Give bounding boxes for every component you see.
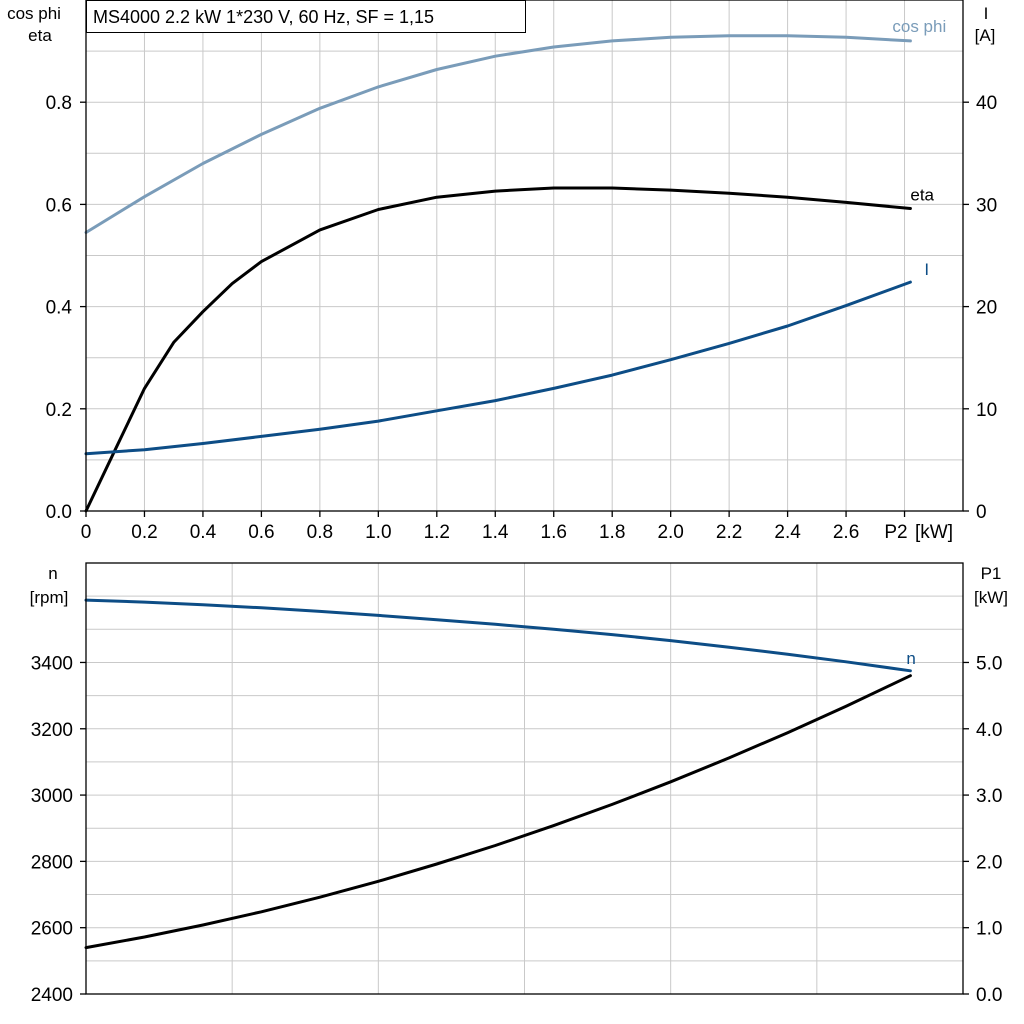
bottom-left-axis-label-line-2: [rpm]	[30, 588, 69, 607]
bottom-chart-ticks: 2400 2600 2800 3000 3200 3400 0.0 1.0 2.0 3.0 4.0 5…	[31, 653, 1003, 1006]
left-y-tick-label: 2600	[31, 919, 73, 940]
right-y-tick-label: 2.0	[976, 852, 1002, 873]
left-y-tick-label: 3200	[31, 720, 73, 741]
x-tick-label: 2.0	[657, 522, 683, 543]
right-y-tick-label: 30	[976, 195, 997, 216]
top-right-axis-label-line-2: [A]	[975, 26, 996, 45]
x-tick-label: 0	[81, 522, 92, 543]
x-tick-label: 0.2	[131, 522, 157, 543]
chart-title: MS4000 2.2 kW 1*230 V, 60 Hz, SF = 1,15	[93, 7, 434, 27]
top-left-axis-label: cos phi eta	[7, 4, 61, 45]
curve-i	[84, 280, 912, 456]
top-chart-frame	[85, 0, 964, 512]
right-y-tick-label: 1.0	[976, 919, 1002, 940]
x-tick-label: 0.8	[307, 522, 333, 543]
x-tick-label: 0.6	[248, 522, 274, 543]
x-tick-label: 2.6	[833, 522, 859, 543]
bottom-chart-curves: n	[84, 598, 916, 950]
curve-p1	[84, 674, 912, 950]
right-y-tick-label: 0	[976, 502, 987, 523]
left-y-tick-label: 0.6	[46, 195, 72, 216]
left-y-tick-label: 3400	[31, 653, 73, 674]
x-tick-label: 1.0	[365, 522, 391, 543]
x-tick-label: 2.4	[774, 522, 801, 543]
right-y-tick-label: 5.0	[976, 653, 1002, 674]
top-left-axis-label-line-1: cos phi	[7, 4, 61, 23]
curve-n	[84, 598, 912, 673]
curve-label-eta: eta	[910, 185, 934, 204]
x-tick-label: 1.4	[482, 522, 509, 543]
top-chart-ticks: 0 0.2 0.4 0.6 0.8 1.0 1.2 1.4 1.6 1.8 2.0 2.2 2.4 2.6…	[46, 93, 998, 543]
top-right-axis-label: I [A]	[975, 4, 996, 45]
chart-title-box: MS4000 2.2 kW 1*230 V, 60 Hz, SF = 1,15	[86, 0, 526, 33]
x-axis-label-unit: [kW]	[915, 522, 953, 543]
bottom-chart-frame	[85, 562, 964, 995]
bottom-right-axis-label-line-1: P1	[981, 564, 1002, 583]
bottom-left-axis-label-line-1: n	[48, 564, 57, 583]
curve-label-cos-phi: cos phi	[892, 17, 946, 36]
left-y-tick-label: 0.2	[46, 400, 72, 421]
left-y-tick-label: 0.4	[46, 298, 73, 319]
top-chart-grid	[86, 0, 963, 511]
right-y-tick-label: 20	[976, 298, 997, 319]
right-y-tick-label: 0.0	[976, 985, 1002, 1006]
right-y-tick-label: 3.0	[976, 786, 1002, 807]
top-left-axis-label-line-2: eta	[28, 26, 52, 45]
x-axis-label-name: P2	[884, 522, 907, 543]
curve-label-i: I	[924, 260, 929, 279]
curve-eta	[84, 186, 912, 513]
bottom-right-axis-label-line-2: [kW]	[974, 588, 1008, 607]
x-tick-label: 2.2	[716, 522, 742, 543]
right-y-tick-label: 4.0	[976, 720, 1002, 741]
right-y-tick-label: 40	[976, 93, 997, 114]
right-y-tick-label: 10	[976, 400, 997, 421]
left-y-tick-label: 2800	[31, 852, 73, 873]
left-y-tick-label: 3000	[31, 786, 73, 807]
top-right-axis-label-line-1: I	[984, 4, 989, 23]
x-axis-label: P2 [kW]	[884, 522, 953, 543]
x-tick-label: 1.8	[599, 522, 625, 543]
curve-label-n: n	[906, 649, 915, 668]
x-tick-label: 1.2	[424, 522, 450, 543]
bottom-right-axis-label: P1 [kW]	[974, 564, 1008, 607]
left-y-tick-label: 0.0	[46, 502, 72, 523]
bottom-chart-grid	[86, 563, 963, 994]
bottom-left-axis-label: n [rpm]	[30, 564, 69, 607]
top-chart-curves: cos phi eta I	[84, 17, 946, 513]
curve-cos-phi	[84, 34, 912, 234]
left-y-tick-label: 0.8	[46, 93, 72, 114]
x-tick-label: 1.6	[541, 522, 567, 543]
left-y-tick-label: 2400	[31, 985, 73, 1006]
x-tick-label: 0.4	[190, 522, 217, 543]
